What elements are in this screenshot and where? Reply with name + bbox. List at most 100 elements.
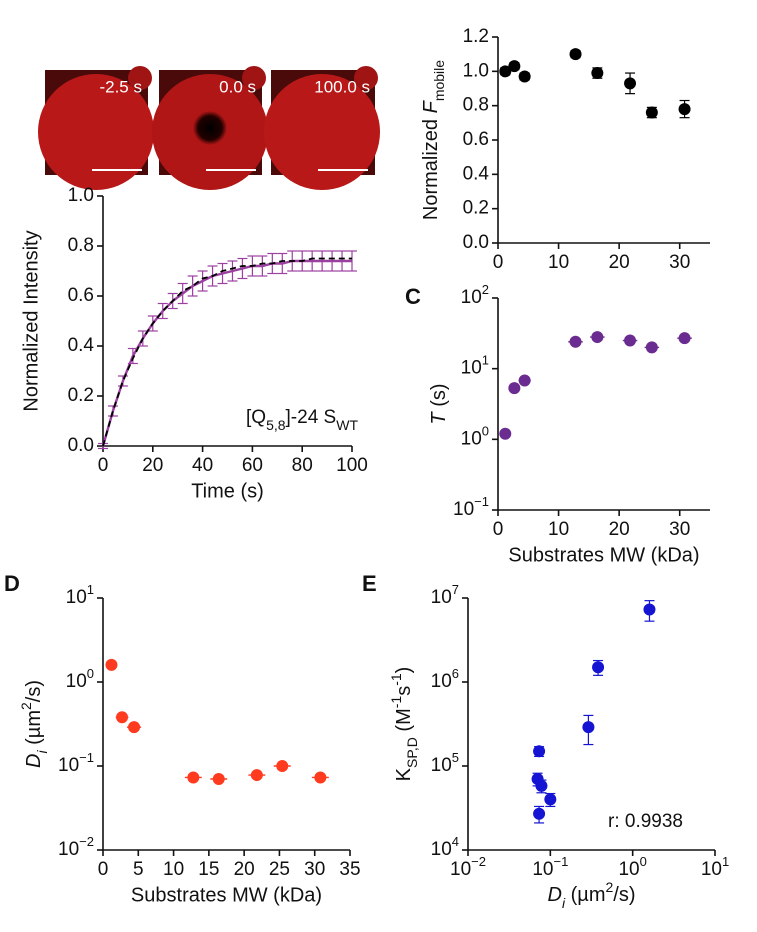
tick-label: 0 bbox=[98, 455, 109, 476]
tick-exponent: 2 bbox=[482, 282, 489, 297]
label-part: SP,D bbox=[404, 737, 420, 768]
label-part: D bbox=[548, 884, 562, 906]
label-part: Normalized bbox=[420, 113, 442, 220]
tick-label: 0.6 bbox=[463, 129, 489, 150]
tick-base: 10 bbox=[66, 587, 87, 608]
tick-exponent: 4 bbox=[452, 834, 459, 849]
tick-exponent: 0 bbox=[640, 854, 647, 869]
label-part: [Q bbox=[246, 407, 266, 428]
tick-exponent: 6 bbox=[452, 666, 459, 681]
tick-exponent: 7 bbox=[452, 582, 459, 597]
tick-label: 100 bbox=[336, 455, 368, 476]
y-axis-label: Normalized Fmobile bbox=[420, 60, 446, 220]
tick-label: 10−1 bbox=[453, 494, 489, 520]
tick-label: 30 bbox=[669, 252, 690, 273]
point bbox=[678, 103, 691, 116]
y-axis-label: T (s) bbox=[428, 383, 450, 424]
tick-base: 10 bbox=[450, 859, 471, 880]
label-part: mobile bbox=[431, 60, 447, 101]
tick-label: 25 bbox=[269, 859, 290, 880]
x-axis-label: Substrates MW (kDa) bbox=[131, 884, 322, 906]
label-part: (M bbox=[393, 708, 415, 737]
tick-base: 10 bbox=[431, 587, 452, 608]
tick-label: 5 bbox=[133, 859, 144, 880]
tick-label: 101 bbox=[461, 353, 489, 379]
label-part: 2 bbox=[18, 702, 34, 710]
tick-base: 10 bbox=[58, 755, 79, 776]
point bbox=[533, 745, 546, 758]
label-part: s bbox=[393, 686, 415, 696]
tick-label: 100 bbox=[618, 854, 646, 880]
label-part: -1 bbox=[388, 696, 404, 709]
tick-base: 10 bbox=[431, 839, 452, 860]
tick-label: 10−1 bbox=[532, 854, 568, 880]
point bbox=[508, 382, 521, 395]
point bbox=[314, 771, 327, 784]
tick-label: 20 bbox=[234, 859, 255, 880]
tick-label: 0.4 bbox=[68, 335, 95, 356]
time-label: 0.0 s bbox=[219, 77, 256, 96]
label-part: WT bbox=[336, 417, 358, 433]
annotation: [Q5,8]-24 SWT bbox=[246, 407, 358, 433]
tick-exponent: −2 bbox=[471, 854, 486, 869]
tick-label: 10−2 bbox=[450, 854, 486, 880]
tick-label: 1.0 bbox=[68, 185, 94, 206]
tick-label: 102 bbox=[461, 282, 489, 308]
point bbox=[116, 711, 129, 724]
panel-letter: C bbox=[405, 284, 421, 309]
micrograph bbox=[152, 66, 268, 190]
tick-label: 0 bbox=[493, 252, 504, 273]
x-axis-label: Di (µm2/s) bbox=[548, 879, 636, 911]
label-part: K bbox=[393, 767, 415, 781]
label-part: /s) bbox=[613, 884, 635, 906]
point bbox=[250, 769, 263, 782]
tick-label: 15 bbox=[198, 859, 219, 880]
tick-label: 10 bbox=[548, 252, 569, 273]
label-part: (µm bbox=[23, 710, 45, 750]
point bbox=[499, 427, 512, 440]
tick-exponent: 1 bbox=[722, 854, 729, 869]
tick-label: 40 bbox=[192, 455, 213, 476]
tick-label: 0 bbox=[98, 859, 109, 880]
tick-label: 10 bbox=[163, 859, 184, 880]
tick-label: 0.8 bbox=[463, 95, 489, 116]
micrograph bbox=[264, 66, 380, 190]
point bbox=[591, 67, 604, 80]
label-part: F bbox=[420, 99, 442, 113]
tick-base: 10 bbox=[461, 358, 482, 379]
tick-label: 20 bbox=[142, 455, 163, 476]
tick-base: 10 bbox=[431, 671, 452, 692]
tick-exponent: −1 bbox=[474, 494, 489, 509]
tick-label: 100 bbox=[461, 423, 489, 449]
label-part: ]-24 S bbox=[286, 407, 337, 428]
point bbox=[212, 773, 225, 786]
tick-label: 20 bbox=[609, 519, 630, 540]
tick-base: 10 bbox=[453, 499, 474, 520]
tick-label: 1.2 bbox=[463, 26, 489, 47]
panel-letter: E bbox=[362, 571, 377, 596]
curve bbox=[101, 259, 352, 447]
point bbox=[678, 332, 691, 345]
point bbox=[569, 48, 582, 61]
point bbox=[645, 106, 658, 119]
tick-label: 0.6 bbox=[68, 285, 94, 306]
tick-base: 10 bbox=[618, 859, 639, 880]
point bbox=[518, 374, 531, 387]
tick-label: 10−1 bbox=[58, 750, 94, 776]
tick-exponent: 5 bbox=[452, 750, 459, 765]
y-axis-label: KSP,D (M-1s-1) bbox=[388, 667, 420, 782]
point bbox=[535, 779, 548, 792]
point bbox=[128, 721, 141, 734]
tick-label: 104 bbox=[431, 834, 459, 860]
tick-exponent: 0 bbox=[87, 666, 94, 681]
point bbox=[624, 77, 637, 90]
point bbox=[187, 771, 200, 784]
label-part: (s) bbox=[428, 383, 450, 412]
y-axis-label: Di (µm2/s) bbox=[18, 680, 50, 768]
point bbox=[499, 65, 512, 78]
point bbox=[591, 331, 604, 344]
tick-label: 100 bbox=[66, 666, 94, 692]
point bbox=[645, 341, 658, 354]
label-part: i bbox=[562, 895, 566, 911]
point bbox=[105, 658, 118, 671]
